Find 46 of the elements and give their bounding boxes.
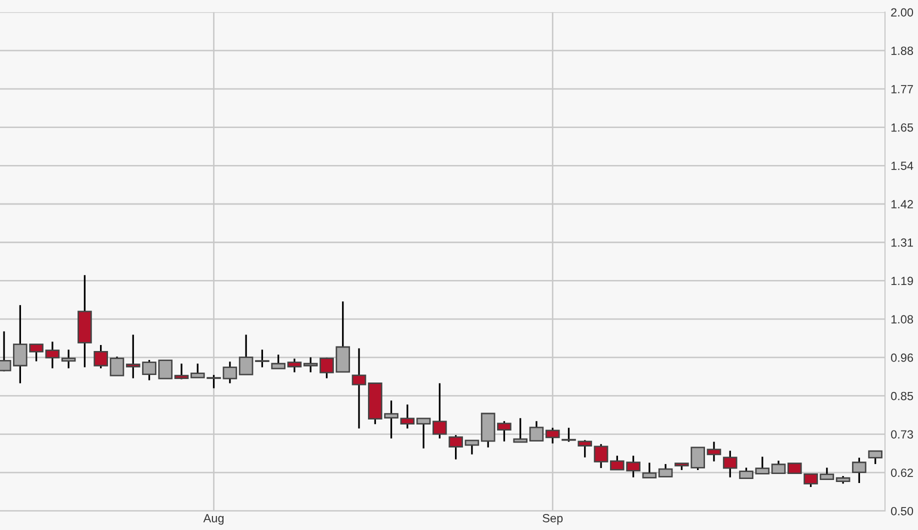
y-tick-label: 0.73 [891,430,914,439]
candlestick [642,462,657,479]
y-tick-label: 1.54 [891,162,914,170]
candlestick [174,362,189,380]
candlestick [45,340,60,370]
y-tick-label: 1.08 [891,315,914,324]
candlestick [868,450,882,465]
candlestick [94,344,108,370]
y-tick-label: 1.42 [891,200,913,208]
candlestick [464,440,480,456]
candlestick [238,334,254,376]
y-tick-label: 0.62 [891,468,913,477]
candlestick [271,354,286,370]
candlestick [722,450,738,478]
candlestick [594,443,608,469]
candlestick [820,466,834,480]
candlestick [61,348,76,370]
y-tick-label: 1.88 [891,46,914,55]
candlestick [432,382,447,440]
y-tick-label: 1.65 [891,123,914,132]
y-tick-label: 0.50 [891,506,914,516]
candlestick [222,360,238,384]
y-tick-label: 0.85 [891,392,914,400]
candlestick [416,418,431,450]
candlestick [352,348,366,430]
candlestick [658,463,673,478]
y-tick-label: 1.31 [891,238,913,247]
x-tick-label: Aug [203,514,224,525]
candlestick [287,358,302,374]
candlestick [448,434,463,460]
y-tick-label: 1.77 [891,85,913,94]
candlestick [513,417,528,443]
y-tick-label: 1.19 [891,276,913,286]
candlestick [255,348,270,368]
candlestick [497,420,512,442]
y-tick-label: 0.96 [891,354,914,362]
candlestick [706,440,722,462]
x-tick-label: Sep [542,514,563,525]
candlestick [545,426,560,444]
candlestick [400,404,415,430]
y-tick-label: 2.00 [891,8,914,17]
candlestick [529,420,544,442]
candlestick [303,356,318,374]
candlestick [771,460,786,474]
candlestick [110,356,124,376]
candlestick [852,456,866,484]
